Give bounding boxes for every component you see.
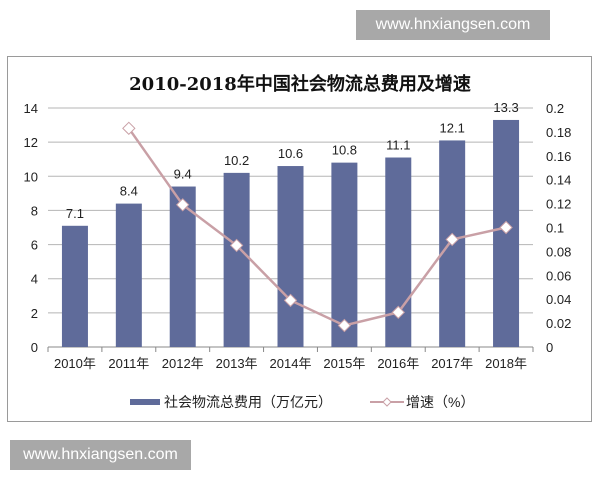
right-axis-tick: 0.06 <box>546 268 571 283</box>
growth-marker-icon <box>391 305 405 320</box>
legend-bar-swatch-icon <box>130 399 160 405</box>
right-axis-tick: 0.04 <box>546 292 571 307</box>
left-axis-tick: 2 <box>31 306 38 321</box>
left-axis-tick: 6 <box>31 238 38 253</box>
bar-value-label: 10.2 <box>224 153 249 168</box>
right-axis-tick: 0.14 <box>546 173 571 188</box>
x-axis-label: 2011年 <box>108 356 149 371</box>
right-axis-tick: 0.08 <box>546 244 571 259</box>
right-axis-tick: 0.02 <box>546 316 571 331</box>
left-axis-tick: 12 <box>24 135 38 150</box>
bar-value-label: 11.1 <box>386 138 410 153</box>
bar <box>61 225 88 347</box>
bar-value-label: 9.4 <box>174 167 192 182</box>
left-axis-tick: 0 <box>31 340 38 355</box>
left-axis-tick: 8 <box>31 203 38 218</box>
growth-marker-icon <box>499 220 513 235</box>
legend-line-marker-icon <box>370 397 404 407</box>
x-axis-label: 2012年 <box>162 356 204 371</box>
watermark-bottom: www.hnxiangsen.com <box>10 440 191 470</box>
bar-value-label: 12.1 <box>440 120 465 135</box>
bar-value-label: 7.1 <box>66 206 84 221</box>
legend-label-cost: 社会物流总费用（万亿元） <box>164 394 332 410</box>
right-axis-tick: 0.18 <box>546 125 571 140</box>
right-axis-tick: 0.12 <box>546 197 571 212</box>
left-axis-tick: 4 <box>31 272 38 287</box>
x-axis-label: 2017年 <box>431 356 473 371</box>
legend-label-growth: 增速（%） <box>406 394 475 410</box>
x-axis-label: 2010年 <box>54 356 96 371</box>
x-axis-label: 2018年 <box>485 356 527 371</box>
legend-item-cost: 社会物流总费用（万亿元） <box>130 392 332 412</box>
bar <box>115 203 142 347</box>
bar-value-label: 13.3 <box>493 100 518 115</box>
right-axis-tick: 0.16 <box>546 149 571 164</box>
right-axis-tick: 0.1 <box>546 221 564 236</box>
chart-title: 2010-2018年中国社会物流总费用及增速 <box>129 74 471 95</box>
growth-marker-icon <box>229 238 244 253</box>
growth-marker-icon <box>176 198 190 212</box>
x-axis-label: 2014年 <box>270 356 312 371</box>
legend-item-growth: 增速（%） <box>370 392 474 412</box>
bar-value-label: 8.4 <box>120 184 138 199</box>
growth-line <box>127 127 507 327</box>
x-axis-label: 2015年 <box>323 356 365 371</box>
growth-marker-icon <box>122 121 136 136</box>
bar <box>169 186 196 347</box>
x-axis-label: 2016年 <box>377 356 419 371</box>
watermark-top: www.hnxiangsen.com <box>356 10 550 40</box>
growth-marker-icon <box>337 318 352 333</box>
bar <box>277 166 304 347</box>
right-axis-tick: 0 <box>546 340 553 355</box>
bar <box>223 172 250 347</box>
bar <box>331 162 358 347</box>
growth-marker-icon <box>445 232 459 247</box>
left-axis-tick: 10 <box>24 169 38 184</box>
right-axis-tick: 0.2 <box>546 101 564 116</box>
bar-value-label: 10.6 <box>278 146 303 161</box>
legend: 社会物流总费用（万亿元） 增速（%） <box>0 392 600 412</box>
growth-marker-icon <box>283 293 298 308</box>
x-axis-label: 2013年 <box>216 356 258 371</box>
bar-value-label: 10.8 <box>332 143 357 158</box>
left-axis-tick: 14 <box>24 101 38 116</box>
